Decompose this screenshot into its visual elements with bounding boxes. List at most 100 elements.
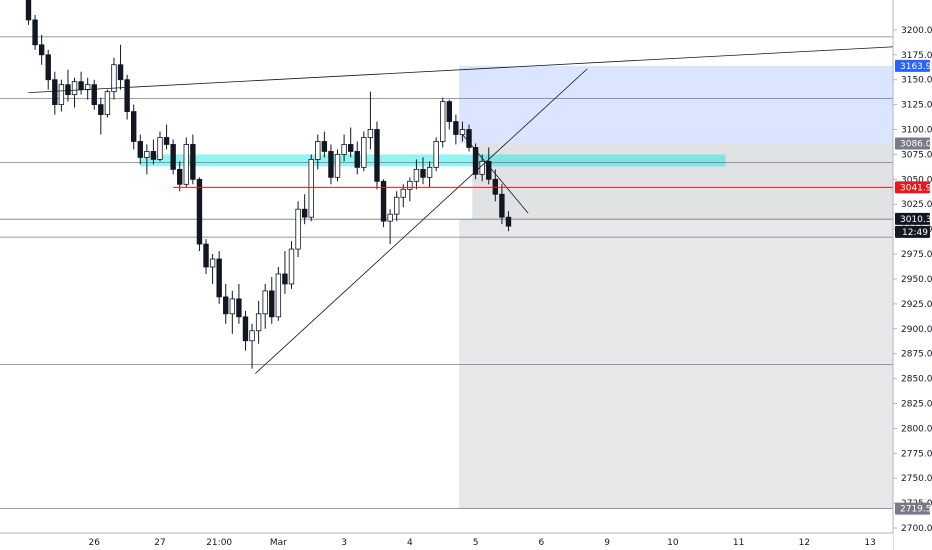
candle-body [400, 188, 406, 198]
candle-body [84, 84, 91, 91]
price-tick-label: 2775.0 [901, 449, 932, 459]
candle-body [65, 84, 71, 96]
candle-body [117, 64, 124, 81]
time-tick-label: 6 [538, 538, 544, 548]
time-tick-label: 10 [667, 538, 679, 548]
candle-body [209, 258, 216, 268]
candle-body [262, 290, 268, 315]
candle-body [269, 290, 275, 318]
time-tick-label: 9 [604, 538, 610, 548]
candle-body [78, 81, 84, 91]
price-tick-label: 2875.0 [901, 350, 932, 360]
price-tick-label: 2950.0 [901, 275, 932, 285]
candle-body [301, 208, 308, 218]
time-tick-label: 3 [341, 538, 347, 548]
candle-body [288, 248, 295, 285]
candle-body [387, 213, 393, 222]
candle-body [170, 144, 176, 170]
candle-body [150, 151, 157, 160]
countdown-label: 12:49 [902, 228, 928, 238]
candle-body [334, 154, 341, 178]
candle-body [374, 129, 380, 182]
price-badge-label: 3010.3 [900, 215, 932, 225]
time-tick-label: 12 [799, 538, 810, 548]
price-badge [895, 212, 930, 225]
horizontal-levels [0, 36, 893, 509]
candle-body [295, 208, 301, 250]
candle-body [216, 258, 222, 298]
candle-body [492, 178, 499, 195]
candle-body [407, 180, 413, 190]
candle-body [183, 144, 189, 185]
candle-body [229, 298, 236, 315]
candle-body [453, 121, 459, 135]
price-tick-label: 3150.0 [901, 76, 932, 86]
price-tick-label: 3025.0 [901, 200, 932, 210]
countdown-badge [895, 225, 930, 238]
candle-body [459, 129, 466, 135]
candlesticks [25, 0, 512, 369]
candle-body [367, 129, 374, 138]
candle-body [275, 273, 282, 318]
price-tick-label: 2825.0 [901, 399, 932, 409]
candle-body [242, 316, 249, 342]
candle-body [223, 296, 229, 315]
candle-body [71, 81, 78, 96]
candle-body [321, 141, 328, 152]
candle-body [163, 137, 170, 145]
candle-body [282, 273, 288, 285]
candle-body [58, 84, 65, 106]
candle-body [32, 19, 38, 46]
price-tick-label: 3175.0 [901, 51, 932, 61]
candle-body [472, 147, 479, 175]
price-tick-label: 2700.0 [901, 524, 932, 534]
price-badge-label: 3041.9 [900, 183, 932, 193]
price-tick-label: 2800.0 [901, 424, 932, 434]
candle-body [177, 168, 183, 185]
time-tick-label: 27 [154, 538, 165, 548]
zones-layer [140, 65, 893, 509]
candle-body [236, 298, 242, 318]
price-tick-label: 3125.0 [901, 101, 932, 111]
candle-body [341, 144, 347, 155]
time-axis[interactable]: 26 27 21:00 Mar 3 4 5 6 9 10 11 12 13 [89, 538, 876, 548]
trendline [28, 46, 894, 94]
entry-zone [472, 143, 893, 219]
time-tick-label: 5 [473, 538, 479, 548]
time-axis-bg [0, 533, 893, 550]
candle-body [249, 330, 255, 342]
candle-body [328, 151, 334, 178]
candle-body [354, 151, 360, 168]
candle-body [124, 79, 130, 112]
candle-body [190, 144, 196, 180]
candle-body [137, 141, 143, 158]
target-zone [459, 65, 893, 144]
price-tick-label: 2900.0 [901, 325, 932, 335]
candle-body [45, 54, 51, 81]
price-badge-label: 3163.9 [900, 62, 932, 72]
price-badge [895, 137, 930, 150]
price-badge [895, 502, 930, 515]
price-tick-label: 3200.0 [901, 26, 932, 36]
time-tick-label: 26 [89, 538, 101, 548]
price-tick-label: 2750.0 [901, 474, 932, 484]
candle-body [380, 180, 387, 222]
resistance-zone [140, 154, 726, 167]
candle-body [91, 84, 97, 106]
candle-body [420, 168, 426, 178]
candle-body [466, 129, 472, 148]
trendline [462, 134, 529, 214]
candle-body [157, 137, 163, 160]
candle-body [196, 178, 203, 245]
price-labels: 3163.9 3086.0 3041.9 3010.3 2719.5 12:49 [895, 59, 932, 515]
candle-body [361, 137, 367, 168]
candle-body [347, 144, 354, 152]
price-axis-bg [893, 0, 932, 550]
candle-body [393, 196, 400, 215]
time-tick-label: 11 [733, 538, 744, 548]
time-tick-label: 4 [407, 538, 413, 548]
trendline [255, 68, 588, 374]
candle-body [308, 159, 314, 218]
candle-body [413, 168, 420, 182]
